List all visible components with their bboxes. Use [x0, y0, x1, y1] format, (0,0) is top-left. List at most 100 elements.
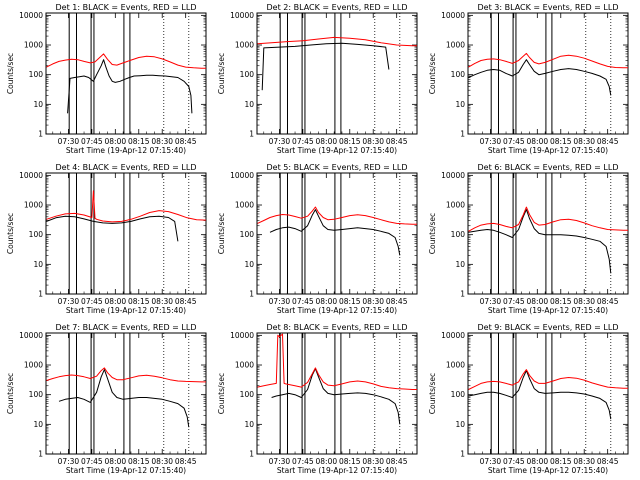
y-tick-label: 1: [460, 130, 465, 139]
y-tick-label: 100: [29, 230, 44, 239]
x-tick-label: 08:15: [128, 297, 150, 306]
panel-det-9: Det 9: BLACK = Events, RED = LLD 1 10 100 10…: [428, 323, 629, 475]
y-axis-label: Counts/sec: [217, 373, 226, 414]
panel-det-1: Det 1: BLACK = Events, RED = LLD 1 10 100 10…: [6, 3, 207, 155]
y-tick-label: 10: [33, 420, 43, 429]
x-axis-label: Start Time (19-Apr-12 07:15:40): [277, 146, 397, 155]
y-tick-label: 100: [240, 230, 255, 239]
x-tick-label: 08:30: [151, 457, 173, 466]
x-tick-label: 07:45: [81, 297, 103, 306]
x-tick-label: 07:30: [480, 137, 502, 146]
events-series-line: [468, 59, 612, 96]
y-tick-label: 100: [29, 70, 44, 79]
y-tick-label: 1: [38, 130, 43, 139]
lld-series-line: [46, 367, 206, 383]
x-tick-label: 07:45: [81, 137, 103, 146]
x-tick-label: 08:45: [597, 297, 619, 306]
x-tick-label: 08:15: [339, 297, 361, 306]
y-tick-label: 100: [240, 390, 255, 399]
y-tick-label: 10: [33, 100, 43, 109]
x-tick-label: 08:45: [175, 297, 197, 306]
panel-det-5: Det 5: BLACK = Events, RED = LLD 1 10 100 10…: [217, 163, 418, 315]
y-tick-label: 10000: [230, 11, 254, 20]
lld-series-line: [468, 52, 628, 69]
x-tick-label: 07:45: [292, 457, 314, 466]
panel-det-6: Det 6: BLACK = Events, RED = LLD 1 10 100 10…: [428, 163, 629, 315]
x-tick-label: 08:15: [339, 457, 361, 466]
plot-frame: [45, 12, 207, 135]
events-series-line: [67, 59, 193, 114]
panel-title: Det 1: BLACK = Events, RED = LLD: [56, 3, 197, 12]
y-tick-label: 10: [455, 100, 465, 109]
y-tick-label: 100: [451, 70, 466, 79]
y-tick-label: 1000: [24, 361, 43, 370]
y-tick-label: 1000: [446, 201, 465, 210]
x-tick-label: 08:30: [151, 297, 173, 306]
panel-title: Det 8: BLACK = Events, RED = LLD: [267, 323, 408, 332]
plot-frame: [256, 172, 418, 295]
panel-det-4: Det 4: BLACK = Events, RED = LLD 1 10 100 10…: [6, 163, 207, 315]
panel-title: Det 4: BLACK = Events, RED = LLD: [56, 163, 197, 172]
panel-title: Det 2: BLACK = Events, RED = LLD: [267, 3, 408, 12]
x-tick-label: 08:30: [573, 457, 595, 466]
x-tick-label: 08:45: [597, 137, 619, 146]
x-tick-label: 08:00: [316, 297, 338, 306]
x-tick-label: 08:15: [550, 137, 572, 146]
x-tick-label: 08:00: [105, 297, 127, 306]
panel-title: Det 5: BLACK = Events, RED = LLD: [267, 163, 408, 172]
events-series-line: [261, 42, 390, 91]
x-axis-label: Start Time (19-Apr-12 07:15:40): [488, 306, 608, 315]
panel-det-8: Det 8: BLACK = Events, RED = LLD 1 10 100 10…: [217, 323, 418, 475]
y-tick-label: 100: [451, 390, 466, 399]
y-tick-label: 1: [249, 450, 254, 459]
plot-frame: [45, 332, 207, 455]
y-tick-label: 10000: [19, 171, 43, 180]
x-tick-label: 08:30: [573, 297, 595, 306]
x-tick-label: 08:15: [550, 457, 572, 466]
plot-frame: [256, 332, 418, 455]
y-tick-label: 10: [244, 420, 254, 429]
panel-det-2: Det 2: BLACK = Events, RED = LLD 1 10 100 10…: [217, 3, 418, 155]
y-axis-label: Counts/sec: [428, 213, 437, 254]
x-tick-label: 07:45: [81, 457, 103, 466]
y-tick-label: 10: [455, 260, 465, 269]
x-tick-label: 08:30: [362, 457, 384, 466]
y-tick-label: 10000: [441, 171, 465, 180]
x-tick-label: 07:30: [58, 457, 80, 466]
y-tick-label: 1000: [446, 41, 465, 50]
x-tick-label: 07:30: [58, 137, 80, 146]
y-tick-label: 1000: [235, 201, 254, 210]
x-tick-label: 08:00: [105, 137, 127, 146]
lld-series-line: [257, 36, 417, 47]
y-tick-label: 1: [38, 290, 43, 299]
x-tick-label: 07:30: [269, 457, 291, 466]
x-tick-label: 08:30: [573, 137, 595, 146]
y-tick-label: 100: [29, 390, 44, 399]
y-tick-label: 1000: [235, 41, 254, 50]
x-axis-label: Start Time (19-Apr-12 07:15:40): [66, 466, 186, 475]
y-tick-label: 1: [460, 290, 465, 299]
y-tick-label: 1000: [24, 201, 43, 210]
x-tick-label: 07:30: [269, 297, 291, 306]
y-tick-label: 1000: [446, 361, 465, 370]
events-series-line: [46, 215, 179, 242]
x-tick-label: 08:00: [105, 457, 127, 466]
y-tick-label: 1000: [24, 41, 43, 50]
plot-frame: [467, 172, 629, 295]
plot-frame: [256, 12, 418, 135]
y-tick-label: 10000: [19, 331, 43, 340]
y-axis-label: Counts/sec: [217, 53, 226, 94]
x-tick-label: 08:45: [175, 457, 197, 466]
x-axis-label: Start Time (19-Apr-12 07:15:40): [488, 146, 608, 155]
x-axis-label: Start Time (19-Apr-12 07:15:40): [277, 306, 397, 315]
events-series-line: [271, 368, 401, 425]
panel-det-7: Det 7: BLACK = Events, RED = LLD 1 10 100 10…: [6, 323, 207, 475]
y-tick-label: 10000: [230, 331, 254, 340]
x-tick-label: 08:15: [339, 137, 361, 146]
x-tick-label: 08:45: [386, 457, 408, 466]
y-tick-label: 10000: [441, 331, 465, 340]
x-tick-label: 08:30: [362, 137, 384, 146]
plot-frame: [467, 332, 629, 455]
x-tick-label: 07:30: [480, 457, 502, 466]
